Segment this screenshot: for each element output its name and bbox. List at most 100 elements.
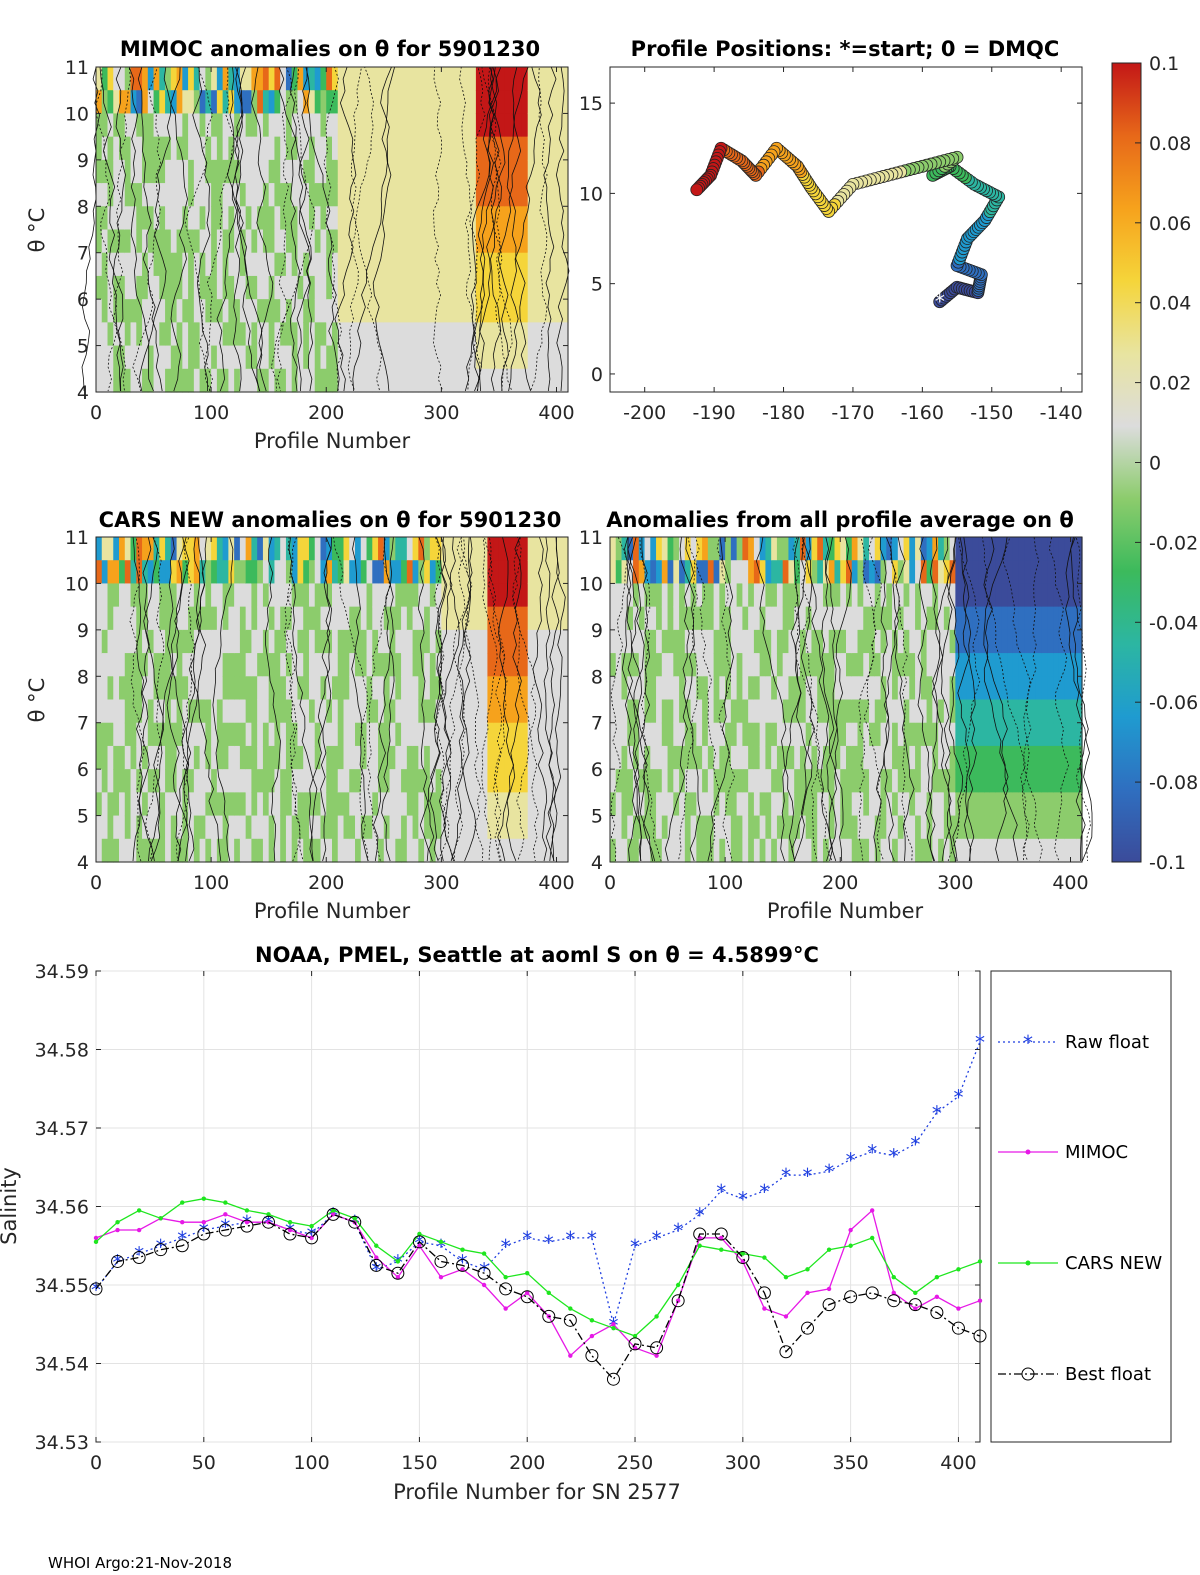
heatmap-cell <box>504 67 512 91</box>
heatmap-cell <box>650 583 657 608</box>
heatmap-cell <box>378 229 385 254</box>
heatmap-cell <box>995 560 1003 585</box>
heatmap-cell <box>753 815 761 840</box>
heatmap-cell <box>119 113 126 138</box>
heatmap-cell <box>257 838 264 863</box>
heatmap-cell <box>903 699 910 724</box>
heatmap-cell <box>441 67 448 91</box>
heatmap-cell <box>702 745 709 770</box>
heatmap-cell <box>805 699 813 724</box>
heatmap-cell <box>475 722 483 747</box>
raw-float-point: * <box>436 1235 446 1259</box>
heatmap-cell <box>239 699 247 724</box>
heatmap-cell <box>539 537 546 561</box>
heatmap-cell <box>372 676 379 701</box>
contour-line <box>81 66 101 392</box>
heatmap-cell <box>205 769 212 793</box>
heatmap-cell <box>257 67 264 91</box>
heatmap-cell <box>556 583 563 608</box>
heatmap-cell <box>124 206 132 231</box>
raw-float-point: * <box>781 1164 791 1188</box>
heatmap-cell <box>707 537 715 561</box>
heatmap-cell <box>707 653 715 677</box>
heatmap-cell <box>949 722 956 747</box>
heatmap-cell <box>199 275 206 300</box>
heatmap-cell <box>638 769 646 793</box>
mimoc-point <box>481 1282 487 1288</box>
heatmap-cell <box>521 537 529 561</box>
heatmap-cell <box>372 606 379 631</box>
heatmap-cell <box>644 676 651 701</box>
cars-point <box>438 1239 444 1245</box>
heatmap-cell <box>193 792 201 817</box>
heatmap-cell <box>291 606 299 631</box>
heatmap-cell <box>205 229 212 254</box>
y-tick-label: 4 <box>77 382 89 404</box>
heatmap-cell <box>673 838 680 863</box>
heatmap-cell <box>280 676 287 701</box>
heatmap-cell <box>291 90 299 115</box>
heatmap-cell <box>222 206 229 231</box>
heatmap-cell <box>366 653 373 677</box>
heatmap-cell <box>863 629 870 654</box>
heatmap-cell <box>211 229 218 254</box>
heatmap-cell <box>113 583 120 608</box>
heatmap-cell <box>615 769 623 793</box>
heatmap-cell <box>199 745 206 770</box>
heatmap-cell <box>159 838 166 863</box>
heatmap-cell <box>165 322 172 347</box>
heatmap-cell <box>1007 745 1014 770</box>
heatmap-cell <box>673 629 680 654</box>
heatmap-cell <box>1018 560 1026 585</box>
heatmap-cell <box>475 345 483 370</box>
heatmap-cell <box>234 722 241 747</box>
heatmap-cell <box>1070 745 1077 770</box>
contour-line <box>143 536 164 862</box>
heatmap-cell <box>124 537 132 561</box>
best-float-point <box>412 1235 426 1249</box>
x-tick-label: -180 <box>762 402 805 424</box>
heatmap-cell <box>920 560 928 585</box>
heatmap-cell <box>610 815 617 840</box>
contour-line <box>481 536 508 862</box>
heatmap-cell <box>251 113 258 138</box>
heatmap-cell <box>320 560 327 585</box>
heatmap-cell <box>932 769 939 793</box>
heatmap-cell <box>193 206 201 231</box>
heatmap-cell <box>771 792 778 817</box>
heatmap-cell <box>165 537 172 561</box>
heatmap-cell <box>355 838 362 863</box>
heatmap-cell <box>533 699 540 724</box>
heatmap-cell <box>621 792 628 817</box>
heatmap-cell <box>550 299 558 323</box>
heatmap-cell <box>961 745 968 770</box>
heatmap-cell <box>268 275 276 300</box>
heatmap-cell <box>147 229 155 254</box>
heatmap-cell <box>136 629 143 654</box>
heatmap-cell <box>107 815 114 840</box>
heatmap-cell <box>684 745 692 770</box>
heatmap-cell <box>1058 537 1066 561</box>
heatmap-cell <box>182 699 189 724</box>
heatmap-cell <box>995 653 1003 677</box>
heatmap-cell <box>1070 722 1077 747</box>
heatmap-cell <box>193 537 201 561</box>
y-tick-label: 34.57 <box>35 1118 89 1140</box>
heatmap-cell <box>521 653 529 677</box>
heatmap-cell <box>679 838 686 863</box>
heatmap-cell <box>487 722 494 747</box>
heatmap-cell <box>869 792 876 817</box>
heatmap-cell <box>355 206 362 231</box>
heatmap-cell <box>562 136 569 161</box>
heatmap-cell <box>418 136 425 161</box>
heatmap-cell <box>805 769 813 793</box>
profile-position-marker <box>690 183 704 197</box>
heatmap-cell <box>211 815 218 840</box>
best-float-point <box>930 1305 944 1319</box>
heatmap-cell <box>228 676 235 701</box>
heatmap-cell <box>320 67 327 91</box>
x-tick-label: 400 <box>940 1452 976 1474</box>
heatmap-cell <box>822 676 830 701</box>
raw-float-point: * <box>803 1164 813 1188</box>
